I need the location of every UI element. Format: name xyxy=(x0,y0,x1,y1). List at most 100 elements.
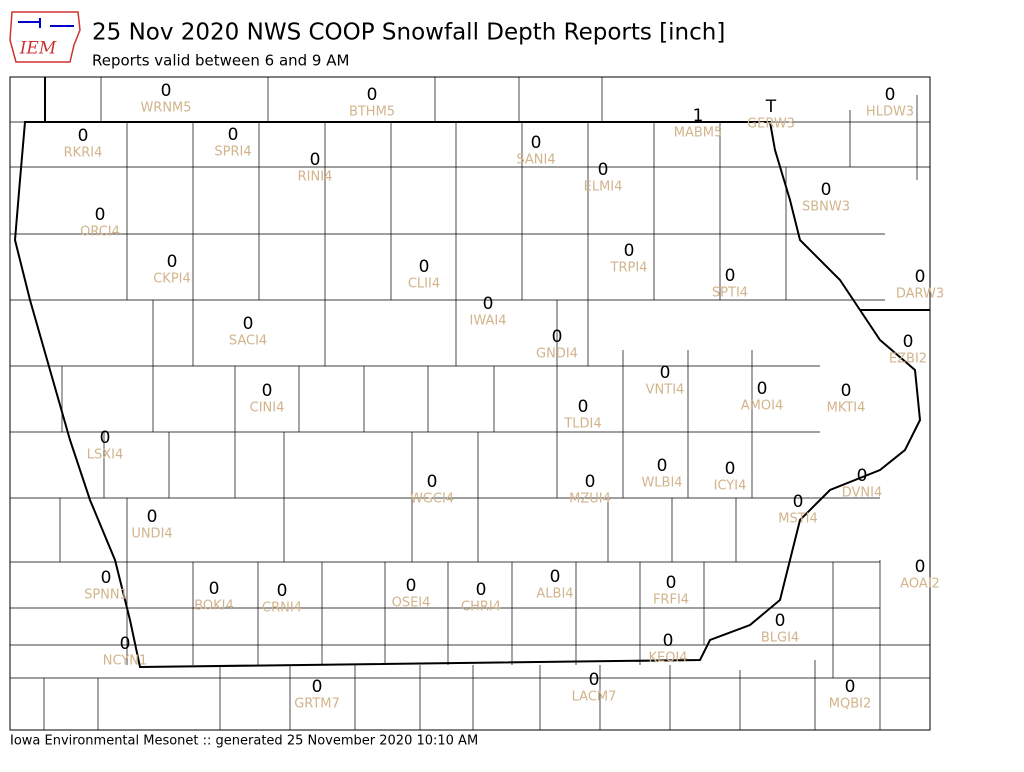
station-id: MQBI2 xyxy=(829,697,871,712)
station-value: 0 xyxy=(841,381,852,401)
station-id: BLGI4 xyxy=(761,631,799,646)
station-value: 0 xyxy=(531,133,542,153)
station-id: SANI4 xyxy=(516,153,555,168)
station-value: 0 xyxy=(598,160,609,180)
station-value: 0 xyxy=(209,579,220,599)
station-id: AOAI2 xyxy=(900,577,940,592)
station-id: WRNM5 xyxy=(140,101,191,116)
station-id: MSTI4 xyxy=(778,512,818,527)
station-value: 0 xyxy=(660,363,671,383)
station-value: 0 xyxy=(725,459,736,479)
station-id: ALBI4 xyxy=(536,587,573,602)
station-id: WGCI4 xyxy=(410,492,454,507)
station-id: NCYN1 xyxy=(103,654,148,669)
station-value: 0 xyxy=(367,85,378,105)
station-value: 0 xyxy=(757,379,768,399)
station-value: 0 xyxy=(663,631,674,651)
station-value: 0 xyxy=(310,150,321,170)
station-id: SPRI4 xyxy=(214,145,251,160)
station-value: 0 xyxy=(845,677,856,697)
station-value: T xyxy=(765,97,777,117)
station-id: LACM7 xyxy=(572,690,617,705)
station-id: UNDI4 xyxy=(131,527,172,542)
station-value: 0 xyxy=(589,670,600,690)
station-id: RINI4 xyxy=(298,170,333,185)
station-value: 0 xyxy=(578,397,589,417)
station-id: MABM5 xyxy=(674,126,723,141)
logo-lines xyxy=(18,18,74,28)
station-value: 0 xyxy=(483,294,494,314)
station-value: 0 xyxy=(666,573,677,593)
station-id: ORCI4 xyxy=(80,225,120,240)
station-value: 0 xyxy=(793,492,804,512)
station-id: VNTI4 xyxy=(646,383,685,398)
frame xyxy=(9,76,931,731)
station-id: DARW3 xyxy=(896,287,944,302)
station-value: 0 xyxy=(277,581,288,601)
station-value: 0 xyxy=(167,252,178,272)
station-id: HLDW3 xyxy=(866,105,914,120)
station-id: FRFI4 xyxy=(653,593,689,608)
station-id: DVNI4 xyxy=(842,486,883,501)
station-id: ELMI4 xyxy=(584,180,623,195)
station-id: AMOI4 xyxy=(741,399,783,414)
station-value: 0 xyxy=(857,466,868,486)
station-id: RKRI4 xyxy=(64,146,103,161)
station-id: IWAI4 xyxy=(470,314,507,329)
station-value: 0 xyxy=(262,381,273,401)
station-id: TLDI4 xyxy=(563,417,601,432)
station-id: KEOI4 xyxy=(648,651,687,666)
logo-text: IEM xyxy=(19,39,57,59)
station-id: SPNN1 xyxy=(84,588,128,603)
station-id: CRNI4 xyxy=(262,601,302,616)
station-id: SACI4 xyxy=(229,334,267,349)
station-value: 0 xyxy=(228,125,239,145)
station-value: 0 xyxy=(550,567,561,587)
station-id: WLBI4 xyxy=(641,476,682,491)
station-value: 0 xyxy=(775,611,786,631)
station-value: 1 xyxy=(693,106,704,126)
station-value: 0 xyxy=(915,267,926,287)
station-value: 0 xyxy=(552,327,563,347)
map-title: 25 Nov 2020 NWS COOP Snowfall Depth Repo… xyxy=(92,20,725,46)
station-value: 0 xyxy=(624,241,635,261)
station-id: GERW3 xyxy=(747,117,795,132)
station-value: 0 xyxy=(147,507,158,527)
station-value: 0 xyxy=(419,257,430,277)
station-id: OSEI4 xyxy=(392,596,431,611)
logo: IEM xyxy=(9,11,81,63)
station-value: 0 xyxy=(657,456,668,476)
station-value: 0 xyxy=(406,576,417,596)
station-id: SBNW3 xyxy=(802,200,850,215)
station-id: BTHM5 xyxy=(349,105,395,120)
station-value: 0 xyxy=(821,180,832,200)
station-value: 0 xyxy=(243,314,254,334)
station-value: 0 xyxy=(476,580,487,600)
state-border xyxy=(13,77,930,669)
station-id: LSXI4 xyxy=(87,448,124,463)
station-id: EZBI2 xyxy=(889,352,927,367)
station-id: MKTI4 xyxy=(827,401,866,416)
logo-shape xyxy=(9,11,81,63)
station-id: CHRI4 xyxy=(461,600,501,615)
station-value: 0 xyxy=(120,634,131,654)
station-value: 0 xyxy=(161,81,172,101)
station-value: 0 xyxy=(312,677,323,697)
station-id: MZUI4 xyxy=(569,492,611,507)
station-id: CINI4 xyxy=(250,401,285,416)
station-id: CLII4 xyxy=(408,277,440,292)
map-subtitle: Reports valid between 6 and 9 AM xyxy=(92,52,349,70)
station-id: CKPI4 xyxy=(153,272,191,287)
station-value: 0 xyxy=(78,126,89,146)
station-value: 0 xyxy=(915,557,926,577)
station-value: 0 xyxy=(95,205,106,225)
station-id: GNDI4 xyxy=(536,347,578,362)
station-value: 0 xyxy=(100,428,111,448)
map-frame xyxy=(9,76,931,731)
station-id: TRPI4 xyxy=(610,261,648,276)
station-value: 0 xyxy=(427,472,438,492)
station-id: ICYI4 xyxy=(714,479,747,494)
station-value: 0 xyxy=(585,472,596,492)
station-value: 0 xyxy=(101,568,112,588)
